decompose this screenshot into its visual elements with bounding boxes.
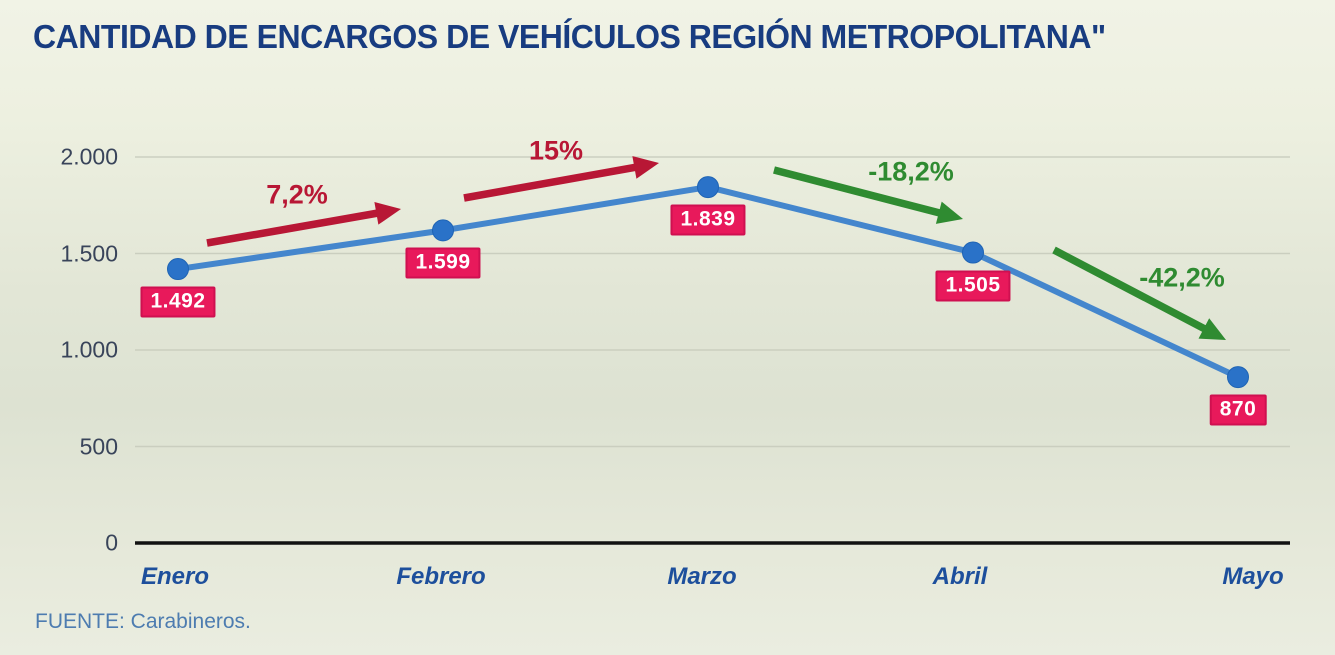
trend-arrow-down — [773, 166, 944, 218]
y-tick-label: 2.000 — [60, 143, 118, 170]
x-axis-label-febrero: Febrero — [396, 563, 486, 590]
trend-label-up: 15% — [528, 135, 584, 166]
trend-arrowhead-down — [1198, 318, 1226, 340]
y-tick-label: 1.500 — [60, 240, 118, 266]
trend-label-up: 7,2% — [266, 179, 328, 210]
trend-label-down: -18,2% — [868, 156, 954, 187]
data-point-label: 1.599 — [405, 247, 481, 279]
trend-arrowhead-up — [374, 201, 401, 225]
trend-arrow-up — [206, 208, 381, 247]
trend-arrow-up — [463, 163, 639, 202]
x-axis-label-enero: Enero — [140, 563, 210, 590]
y-tick-label: 500 — [79, 433, 118, 459]
trend-arrowhead-up — [632, 156, 659, 179]
data-point-marker — [432, 219, 454, 242]
chart-title: CANTIDAD DE ENCARGOS DE VEHÍCULOS REGIÓN… — [33, 18, 1106, 55]
trend-arrowhead-down — [935, 201, 963, 224]
data-point-label: 1.839 — [670, 204, 746, 236]
data-point-label: 870 — [1209, 394, 1267, 426]
data-point-marker — [962, 241, 984, 264]
x-axis-label-mayo: Mayo — [1222, 563, 1284, 590]
data-point-marker — [167, 258, 189, 281]
trend-arrow-down — [1052, 246, 1210, 334]
y-tick-label: 0 — [105, 529, 118, 556]
y-tick-label: 1.000 — [60, 336, 118, 363]
x-axis-label-marzo: Marzo — [667, 563, 737, 590]
source-note: FUENTE: Carabineros. — [35, 610, 251, 633]
x-axis-label-abril: Abril — [932, 563, 988, 590]
data-point-marker — [1227, 366, 1249, 389]
trend-label-down: -42,2% — [1139, 262, 1225, 293]
data-point-label: 1.505 — [935, 270, 1011, 302]
data-point-marker — [697, 176, 719, 199]
data-point-label: 1.492 — [140, 286, 216, 318]
